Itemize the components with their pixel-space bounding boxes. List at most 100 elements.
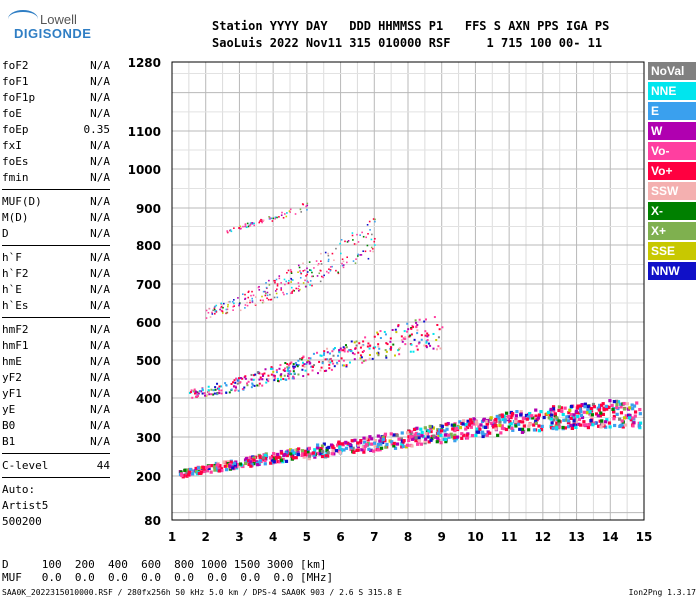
echo-point <box>370 246 373 249</box>
echo-point <box>337 440 341 444</box>
echo-point <box>290 286 293 289</box>
echo-points <box>178 202 643 479</box>
echo-point <box>480 431 484 435</box>
echo-point <box>564 418 568 422</box>
echo-point <box>216 382 219 385</box>
echo-point <box>611 407 615 412</box>
echo-point <box>504 427 509 432</box>
param-name: fmin <box>2 171 29 184</box>
echo-point <box>366 224 369 226</box>
echo-point <box>194 466 198 471</box>
echo-point <box>267 298 270 301</box>
echo-point <box>412 326 415 329</box>
echo-point <box>401 444 405 449</box>
echo-point <box>238 462 243 466</box>
param-value: N/A <box>90 419 110 432</box>
echo-point <box>374 244 376 246</box>
echo-point <box>203 392 206 395</box>
echo-point <box>527 428 531 432</box>
echo-point <box>279 374 282 377</box>
echo-point <box>404 343 407 346</box>
echo-point <box>348 442 352 447</box>
echo-point <box>240 227 242 230</box>
echo-point <box>359 234 361 236</box>
echo-point <box>265 292 267 295</box>
echo-point <box>228 464 232 468</box>
echo-point <box>302 375 305 378</box>
echo-point <box>520 430 525 434</box>
echo-point <box>221 310 224 313</box>
echo-point <box>599 425 603 429</box>
echo-point <box>251 290 253 293</box>
echo-point <box>312 352 315 355</box>
echo-point <box>362 360 365 363</box>
echo-point <box>310 365 313 368</box>
echo-point <box>220 305 223 308</box>
echo-point <box>557 425 561 429</box>
echo-point <box>498 423 502 428</box>
echo-point <box>212 309 214 312</box>
echo-point <box>179 472 184 476</box>
echo-point <box>238 302 241 305</box>
param-row: hmE N/A <box>2 354 110 370</box>
echo-point <box>574 425 578 430</box>
echo-point <box>299 276 302 279</box>
echo-point <box>374 220 376 223</box>
echo-point <box>342 264 345 266</box>
echo-point <box>267 377 270 380</box>
echo-point <box>575 406 579 410</box>
echo-point <box>521 416 525 420</box>
echo-point <box>328 352 331 355</box>
echo-point <box>247 462 251 467</box>
echo-point <box>348 349 351 352</box>
echo-point <box>297 264 300 267</box>
echo-point <box>389 348 392 351</box>
echo-point <box>290 454 294 458</box>
echo-point <box>292 365 295 368</box>
echo-point <box>213 307 216 310</box>
echo-point <box>416 332 419 335</box>
echo-point <box>290 277 292 280</box>
echo-point <box>249 455 253 460</box>
echo-point <box>551 405 556 409</box>
divider <box>2 477 110 478</box>
echo-point <box>262 219 265 222</box>
echo-point <box>369 229 371 231</box>
echo-point <box>428 427 433 431</box>
param-value: N/A <box>90 355 110 368</box>
echo-point <box>514 414 518 418</box>
echo-point <box>226 460 231 464</box>
echo-point <box>253 384 256 387</box>
echo-point <box>621 425 625 429</box>
echo-point <box>483 433 488 437</box>
echo-point <box>542 415 546 420</box>
echo-point <box>251 299 254 302</box>
echo-point <box>337 272 340 275</box>
x-tick-label: 11 <box>501 530 518 544</box>
echo-point <box>339 242 341 245</box>
echo-point <box>334 449 339 453</box>
echo-point <box>429 344 432 347</box>
param-value: 44 <box>96 459 110 472</box>
echo-point <box>309 280 312 282</box>
echo-point <box>313 267 315 269</box>
echo-point <box>424 432 428 436</box>
echo-point <box>233 463 237 467</box>
echo-point <box>209 316 212 318</box>
x-tick-labels: 1 2 3 4 5 6 7 8 9 10 11 12 13 14 15 <box>168 530 653 544</box>
legend-entry: X- <box>648 202 696 220</box>
param-value: N/A <box>90 227 110 240</box>
echo-point <box>385 354 388 357</box>
param-row: foE N/A <box>2 106 110 122</box>
echo-point <box>302 262 304 265</box>
echo-point <box>311 369 314 372</box>
echo-point <box>622 407 627 411</box>
echo-point <box>381 440 385 445</box>
param-value: N/A <box>90 91 110 104</box>
legend-entry: NNW <box>648 262 696 280</box>
echo-point <box>528 411 532 416</box>
echo-point <box>509 422 513 426</box>
echo-point <box>383 434 387 438</box>
echo-point <box>233 227 235 229</box>
echo-point <box>278 275 281 277</box>
